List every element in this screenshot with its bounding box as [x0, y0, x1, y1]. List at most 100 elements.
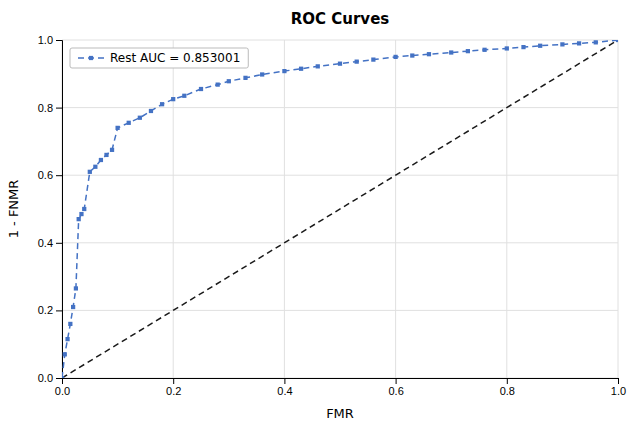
marker [82, 207, 86, 211]
legend-item: Rest AUC = 0.853001 [78, 51, 240, 65]
tick-label: 0.6 [388, 385, 403, 397]
marker [63, 352, 67, 356]
legend: Rest AUC = 0.853001 [70, 48, 248, 68]
marker [538, 44, 542, 48]
marker [110, 148, 114, 152]
marker [115, 126, 119, 130]
y-axis: 0.0 0.2 0.4 0.6 0.8 1.0 [38, 34, 63, 384]
marker [371, 57, 375, 61]
marker [79, 212, 83, 216]
marker [127, 121, 131, 125]
marker [93, 165, 97, 169]
marker [393, 55, 397, 59]
marker [62, 376, 64, 378]
marker [138, 116, 142, 120]
marker [71, 305, 75, 309]
tick: 0.4 [38, 237, 62, 249]
grid-line [395, 40, 396, 378]
marker [466, 49, 470, 53]
marker [160, 102, 164, 106]
tick: 0.2 [38, 304, 62, 316]
marker [316, 64, 320, 68]
tick-label: 0.6 [38, 169, 53, 181]
grid-line [506, 40, 507, 378]
tick-label: 0.0 [38, 372, 53, 384]
legend-label: Rest AUC = 0.853001 [110, 51, 240, 65]
marker [521, 45, 525, 49]
marker [260, 72, 264, 76]
tick-mark [56, 310, 62, 311]
marker [338, 62, 342, 66]
marker [182, 94, 186, 98]
grid-line [173, 40, 174, 378]
grid [62, 40, 618, 378]
tick-label: 0.8 [38, 102, 53, 114]
marker [482, 48, 486, 52]
marker [594, 40, 598, 44]
grid-line [62, 40, 618, 41]
marker [77, 217, 81, 221]
y-axis-label: 1 - FNMR [6, 180, 21, 239]
grid-line [62, 107, 618, 108]
x-axis: 0.0 0.2 0.4 0.6 0.8 1.0 [55, 378, 626, 397]
marker [104, 153, 108, 157]
marker [505, 46, 509, 50]
plot: 0.0 0.2 0.4 0.6 0.8 1.0 0.0 0.2 0.4 0.6 0.8 1.0 Rest… [38, 34, 626, 397]
tick: 0.0 [55, 378, 70, 397]
marker [216, 82, 220, 86]
grid-line [62, 310, 618, 311]
marker [149, 109, 153, 113]
tick-mark [56, 243, 62, 244]
tick: 1.0 [611, 378, 626, 397]
line [62, 40, 618, 378]
tick-mark [56, 40, 62, 41]
tick-label: 1.0 [611, 385, 626, 397]
tick-label: 0.8 [500, 385, 515, 397]
marker [282, 69, 286, 73]
marker [616, 40, 618, 42]
tick-mark [284, 378, 285, 384]
title: ROC Curves [291, 10, 390, 28]
marker [99, 158, 103, 162]
marker [88, 170, 92, 174]
axis-line [56, 41, 63, 379]
chart: 0.0 0.2 0.4 0.6 0.8 1.0 0.0 0.2 0.4 0.6 0.8 1.0 Rest… [0, 0, 640, 430]
marker [577, 41, 581, 45]
marker [68, 322, 72, 326]
tick-mark [173, 378, 174, 384]
tick: 0.0 [38, 372, 62, 384]
grid-line [62, 242, 618, 243]
marker [427, 52, 431, 56]
marker [199, 87, 203, 91]
tick: 0.8 [38, 102, 62, 114]
tick: 0.4 [277, 378, 292, 397]
grid-line [284, 40, 285, 378]
tick-mark [56, 175, 62, 176]
tick-mark [56, 378, 62, 379]
marker [299, 67, 303, 71]
tick: 0.2 [166, 378, 181, 397]
marker [560, 42, 564, 46]
marker [449, 50, 453, 54]
tick: 0.8 [500, 378, 515, 397]
tick-mark [507, 378, 508, 384]
grid-line [62, 175, 618, 176]
legend-box [70, 48, 248, 68]
marker [243, 76, 247, 80]
line [62, 40, 618, 378]
markers [62, 40, 618, 378]
marker [410, 53, 414, 57]
tick: 1.0 [38, 34, 62, 46]
x-axis-label: FMR [326, 406, 354, 421]
marker [227, 79, 231, 83]
grid-line [618, 40, 619, 378]
tick-label: 1.0 [38, 34, 53, 46]
axis-line [63, 379, 619, 385]
tick-label: 0.4 [277, 385, 292, 397]
tick-label: 0.4 [38, 237, 53, 249]
tick-mark [618, 378, 619, 384]
tick-label: 0.2 [166, 385, 181, 397]
legend-marker [89, 56, 93, 60]
marks [62, 40, 618, 378]
marker [171, 97, 175, 101]
